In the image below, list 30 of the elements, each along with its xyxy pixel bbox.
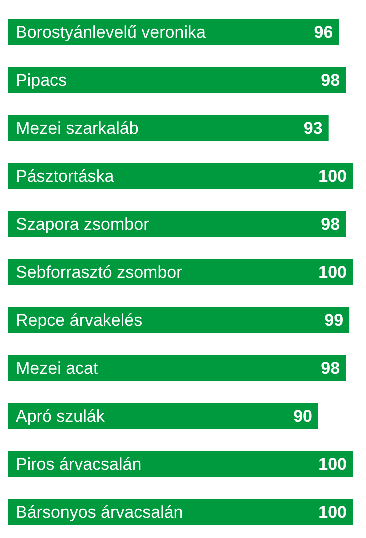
data-label: 93 [304,118,323,138]
bar [8,355,346,381]
y-tick-label: Borostyánlevelű veronika [16,22,206,42]
data-label: 98 [321,70,340,90]
y-tick-label: Pipacs [16,70,68,90]
y-tick-label: Repce árvakelés [16,310,143,330]
y-tick-label: Pásztortáska [16,166,115,186]
y-tick-label: Sebforrasztó zsombor [16,262,183,282]
bar [8,211,346,237]
data-label: 100 [318,502,347,522]
data-label: 100 [318,262,347,282]
bar [8,451,353,477]
data-label: 100 [318,454,347,474]
bar [8,307,350,333]
y-tick-label: Mezei acat [16,358,98,378]
data-label: 90 [294,406,312,426]
y-tick-label: Piros árvacsalán [16,454,142,474]
bar [8,163,353,189]
data-label: 96 [314,22,334,42]
y-tick-label: Mezei szarkaláb [16,118,139,138]
data-label: 98 [321,214,340,234]
bar [8,115,329,141]
bar [8,403,318,429]
data-label: 98 [321,358,340,378]
y-tick-label: Bársonyos árvacsalán [16,502,184,522]
data-label: 100 [318,166,347,186]
data-label: 99 [324,310,344,330]
y-tick-label: Apró szulák [16,406,106,426]
y-tick-label: Szapora zsombor [16,214,150,234]
bar [8,67,346,93]
